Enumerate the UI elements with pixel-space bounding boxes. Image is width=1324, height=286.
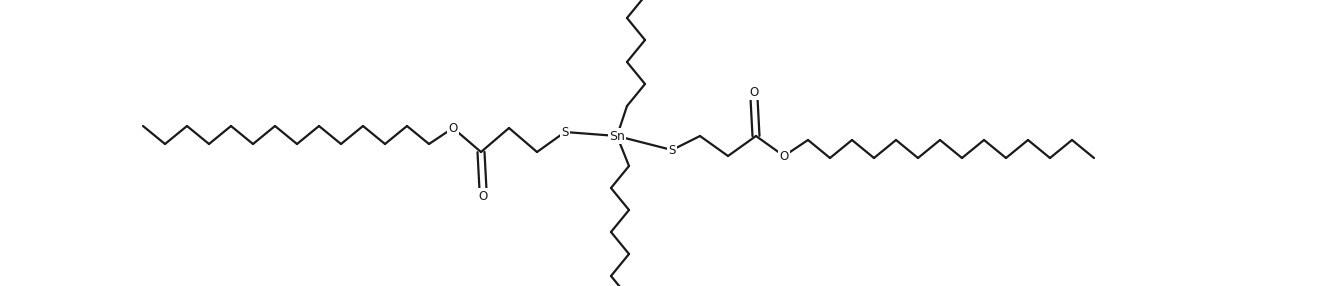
Text: O: O	[749, 86, 759, 98]
Text: Sn: Sn	[609, 130, 625, 142]
Text: O: O	[449, 122, 458, 134]
Text: O: O	[780, 150, 789, 162]
Text: O: O	[478, 190, 487, 202]
Text: S: S	[561, 126, 569, 138]
Text: S: S	[669, 144, 675, 156]
